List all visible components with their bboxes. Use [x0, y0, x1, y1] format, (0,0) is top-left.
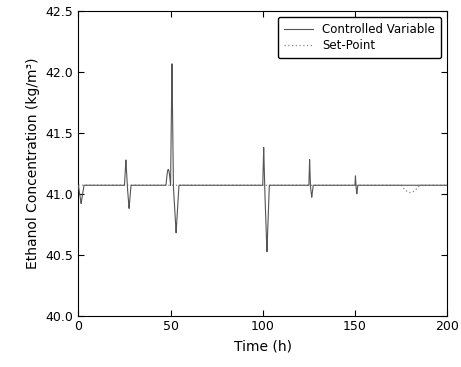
Line: Controlled Variable: Controlled Variable: [78, 64, 447, 252]
Set-Point: [291, 183, 296, 188]
Set-Point: [113, 183, 119, 188]
Set-Point: [444, 183, 450, 188]
Set-Point: [325, 183, 331, 188]
Set-Point: [76, 183, 81, 188]
Set-Point: [148, 183, 154, 188]
Controlled Variable: [291, 183, 296, 188]
Set-Point: [330, 183, 336, 188]
Y-axis label: Ethanol Concentration (kg/m³): Ethanol Concentration (kg/m³): [26, 58, 40, 269]
Controlled Variable: [264, 250, 270, 254]
Controlled Variable: [148, 183, 154, 188]
Legend: Controlled Variable, Set-Point: Controlled Variable, Set-Point: [278, 17, 441, 58]
Controlled Variable: [325, 183, 331, 188]
Controlled Variable: [169, 62, 175, 66]
Controlled Variable: [444, 183, 450, 188]
X-axis label: Time (h): Time (h): [234, 339, 292, 353]
Set-Point: [427, 183, 432, 188]
Line: Set-Point: Set-Point: [78, 185, 447, 193]
Set-Point: [408, 190, 413, 195]
Controlled Variable: [113, 183, 119, 188]
Controlled Variable: [427, 183, 432, 188]
Controlled Variable: [330, 183, 336, 188]
Controlled Variable: [76, 183, 81, 188]
